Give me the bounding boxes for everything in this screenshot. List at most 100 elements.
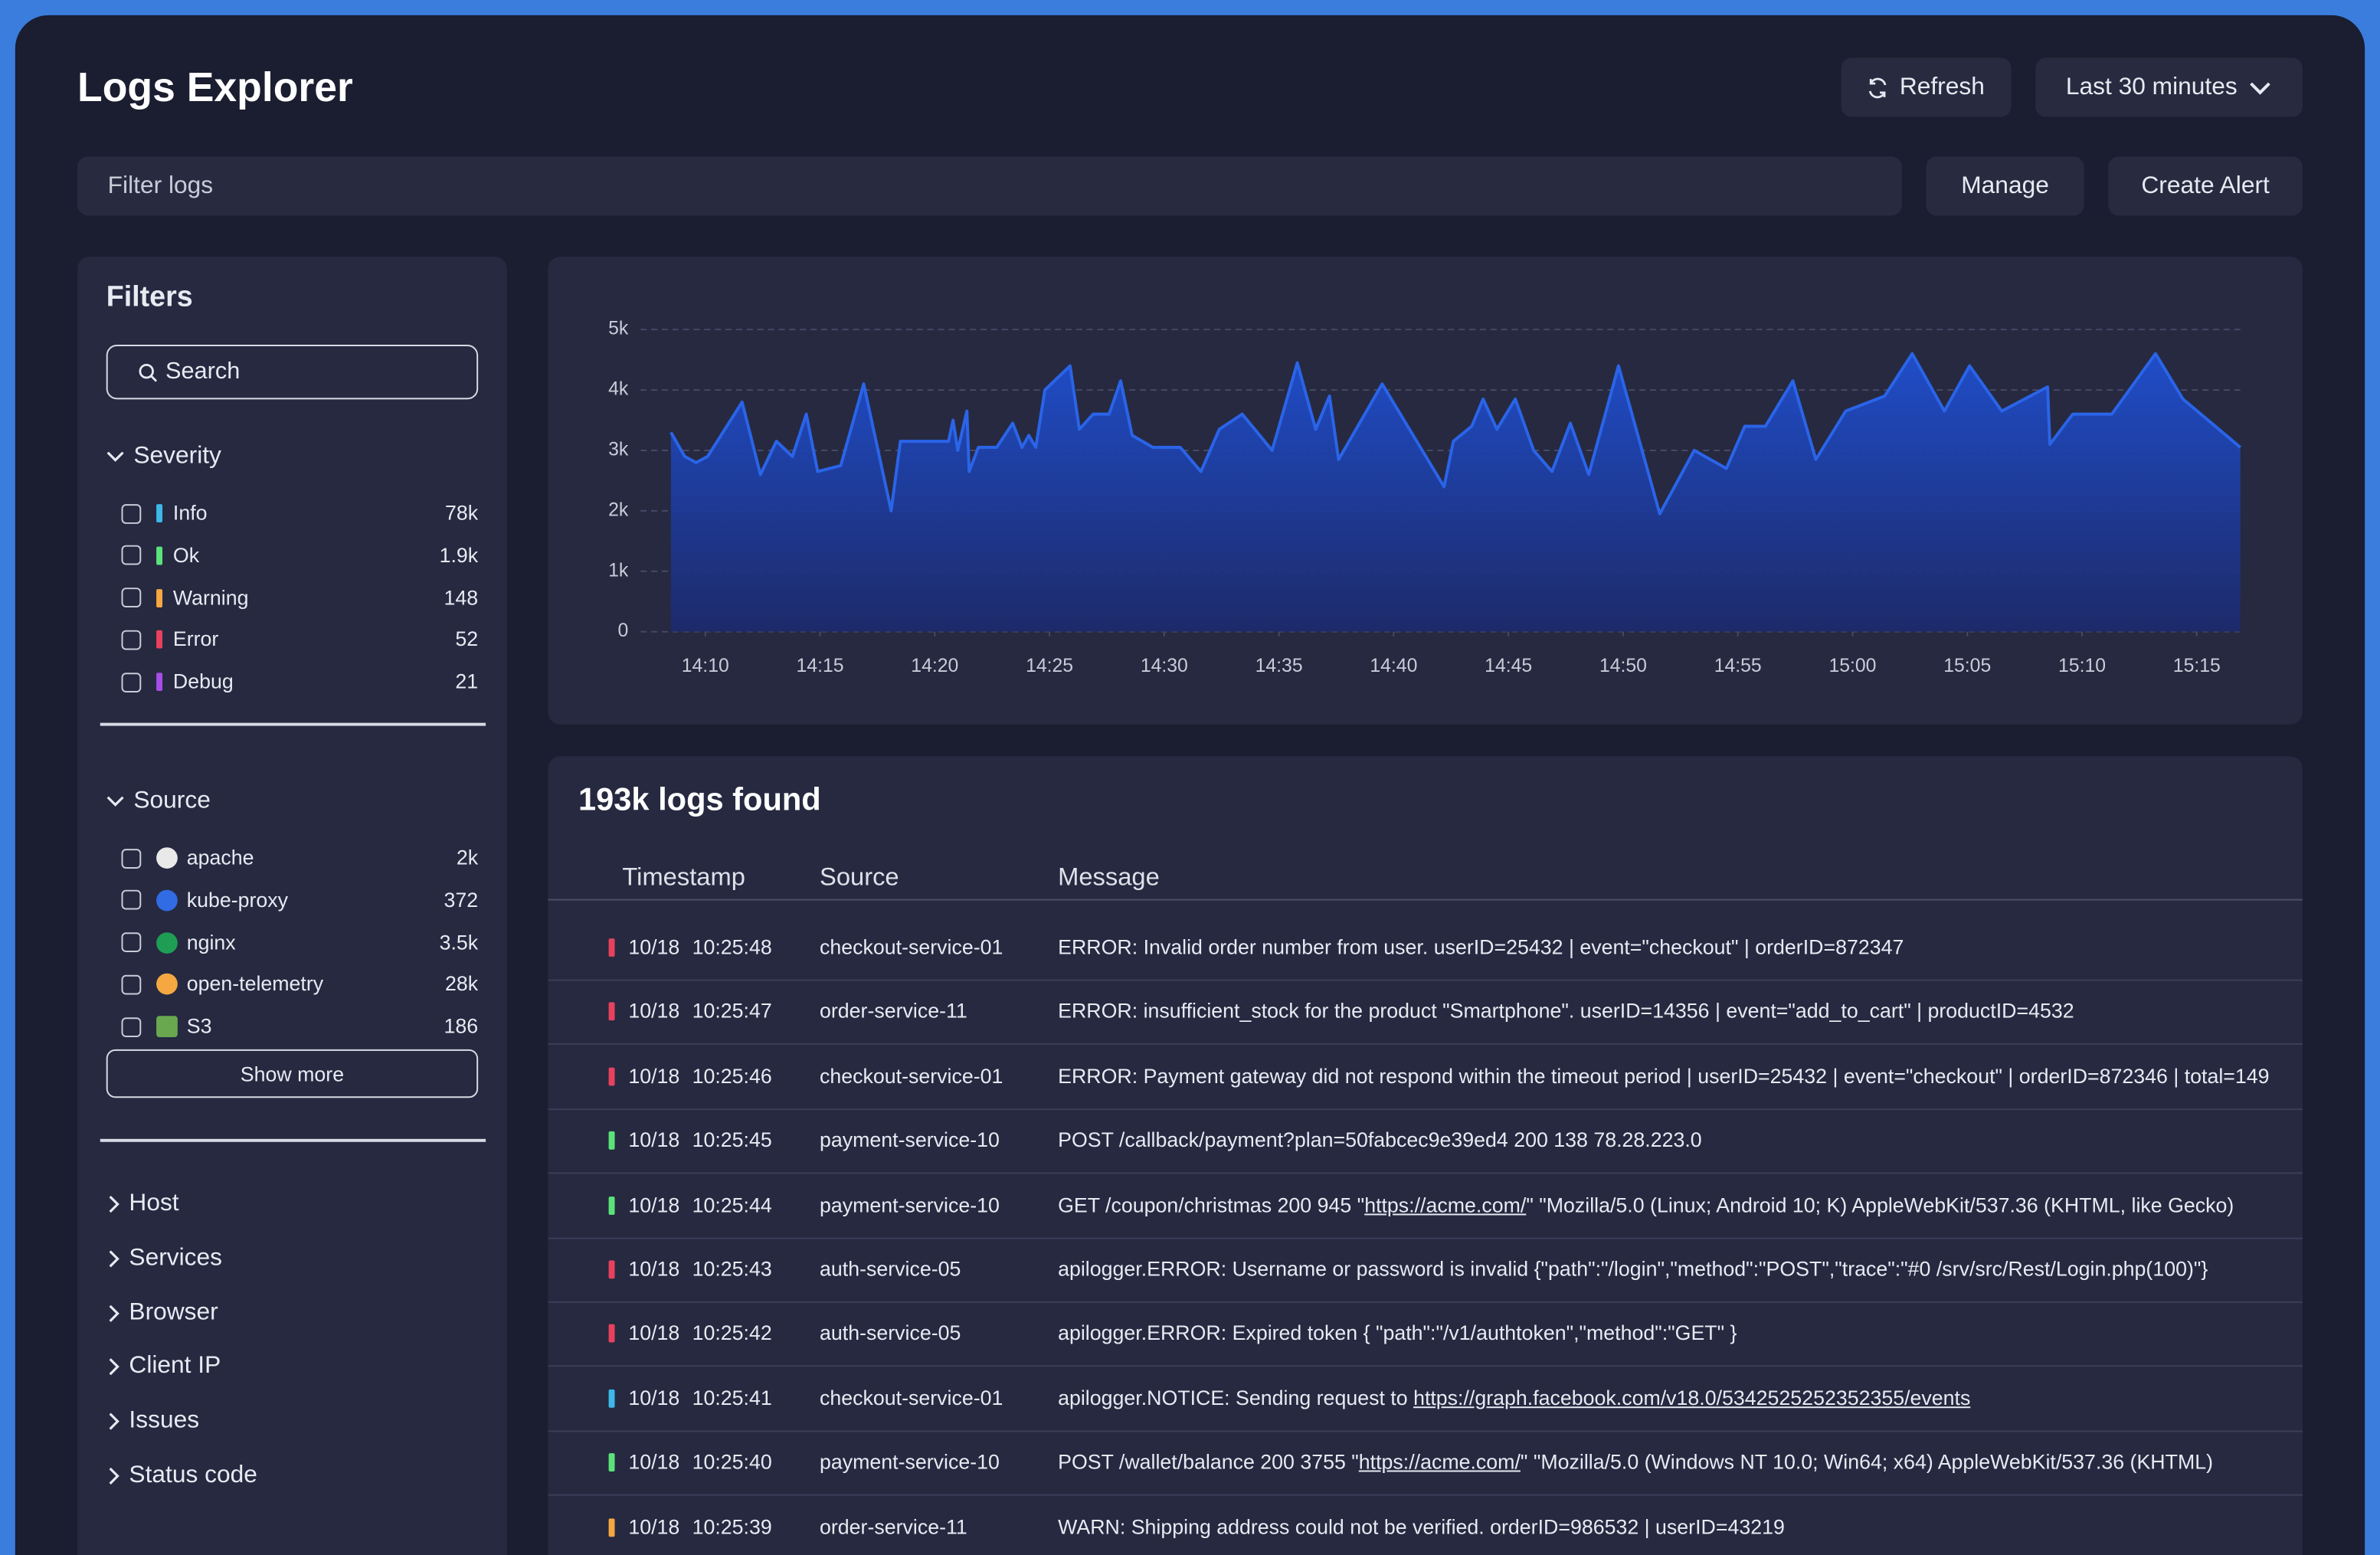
message-text: WARN: Shipping address could not be veri… (1058, 1515, 1785, 1538)
show-more-button[interactable]: Show more (106, 1049, 479, 1098)
search-icon (139, 363, 158, 382)
refresh-button[interactable]: Refresh (1841, 57, 2012, 117)
source-icon (156, 931, 178, 954)
severity-indicator (608, 1517, 615, 1537)
severity-indicator (608, 1131, 615, 1151)
filters-title: Filters (106, 281, 193, 314)
page-title: Logs Explorer (77, 64, 353, 110)
log-row[interactable]: 10/18 10:25:41 checkout-service-01 apilogge… (548, 1367, 2303, 1430)
log-row[interactable]: 10/18 10:25:45 payment-service-10 POST /cal… (548, 1109, 2303, 1173)
row-divider (548, 1236, 2303, 1239)
log-source: payment-service-10 (820, 1193, 1000, 1216)
checkbox[interactable] (121, 588, 142, 608)
x-tick-label: 15:10 (2058, 656, 2106, 676)
severity-color (156, 504, 163, 522)
checkbox[interactable] (121, 503, 142, 523)
row-divider (548, 1494, 2303, 1497)
filter-input[interactable]: Filter logs (77, 156, 1902, 216)
chart: 0 1k 2k 3k 4k 5k 14:10 14:15 14:20 14:25 14:30 14:3… (608, 319, 2241, 676)
filter-placeholder: Filter logs (107, 172, 214, 198)
x-tick-label: 15:15 (2173, 656, 2221, 676)
source-icon (156, 974, 178, 996)
chevron-path (109, 1196, 119, 1213)
item-count: 148 (444, 585, 479, 609)
chevron-down (106, 451, 124, 462)
checkbox[interactable] (121, 545, 142, 566)
column-header: Timestamp (622, 863, 745, 892)
severity-indicator (608, 1067, 615, 1086)
x-tick-label: 14:35 (1255, 656, 1303, 676)
log-time: 10:25:42 (692, 1321, 772, 1345)
chevron-path (109, 1467, 119, 1485)
filter-group[interactable]: Status code (129, 1462, 257, 1488)
filter-group[interactable]: Issues (129, 1408, 200, 1434)
x-tick-label: 14:40 (1370, 656, 1417, 676)
filter-group[interactable]: Browser (129, 1299, 218, 1325)
source-icon (156, 1016, 178, 1038)
message-text: " "Mozilla/5.0 (Linux; Android 10; K) Ap… (1526, 1193, 2234, 1216)
item-name: kube-proxy (186, 888, 289, 912)
log-time: 10:25:43 (692, 1257, 772, 1281)
area-line (669, 352, 2241, 516)
log-date: 10/18 (628, 1257, 680, 1281)
log-row[interactable]: 10/18 10:25:40 payment-service-10 POST /wal… (548, 1431, 2303, 1494)
log-source: checkout-service-01 (820, 1064, 1003, 1088)
y-tick-label: 4k (608, 379, 629, 400)
x-tick-label: 14:30 (1141, 656, 1188, 676)
item-count: 78k (445, 501, 479, 525)
section-title: Severity (133, 443, 221, 470)
log-message: WARN: Shipping address could not be veri… (1058, 1517, 1785, 1537)
log-row[interactable]: 10/18 10:25:42 auth-service-05 apilogger.ER… (548, 1302, 2303, 1366)
severity-color (156, 630, 163, 650)
time-range-button[interactable]: Last 30 minutes (2035, 57, 2303, 117)
message-link: https://graph.facebook.com/v18.0/5342525… (1413, 1386, 1971, 1409)
log-time: 10:25:44 (692, 1193, 772, 1216)
checkbox[interactable] (121, 974, 142, 995)
log-row[interactable]: 10/18 10:25:46 checkout-service-01 ERROR: P… (548, 1045, 2303, 1108)
checkbox[interactable] (121, 932, 142, 953)
log-row[interactable]: 10/18 10:25:47 order-service-11 ERROR: insu… (548, 980, 2303, 1043)
x-tick-label: 15:05 (1943, 656, 1991, 676)
filter-group[interactable]: Client IP (129, 1354, 221, 1380)
checkbox[interactable] (121, 890, 142, 911)
log-date: 10/18 (628, 1386, 680, 1409)
create-alert-button[interactable]: Create Alert (2108, 156, 2303, 216)
item-count: 3.5k (439, 930, 479, 954)
manage-button[interactable]: Manage (1926, 156, 2084, 216)
chevron-right (109, 1249, 119, 1268)
search-box[interactable]: Search (106, 345, 479, 400)
filter-group[interactable]: Services (129, 1245, 223, 1271)
log-source: order-service-11 (820, 1515, 967, 1538)
checkbox[interactable] (121, 630, 142, 650)
log-time: 10:25:39 (692, 1515, 772, 1538)
message-link: https://acme.com/ (1364, 1193, 1527, 1216)
checkbox[interactable] (121, 848, 142, 868)
chevron-right (109, 1304, 119, 1322)
log-date: 10/18 (628, 935, 680, 959)
chevron-path (109, 1413, 119, 1430)
chevron-path (106, 796, 124, 807)
app: Logs Explorer Refresh Last 30 minutes Fi… (15, 15, 2365, 1555)
log-row[interactable]: 10/18 10:25:39 order-service-11 WARN: Shipp… (548, 1495, 2303, 1555)
log-date: 10/18 (628, 1000, 680, 1023)
log-row[interactable]: 10/18 10:25:44 payment-service-10 GET /coup… (548, 1174, 2303, 1237)
log-message: ERROR: Payment gateway did not respond w… (1058, 1066, 2269, 1087)
log-row[interactable]: 10/18 10:25:48 checkout-service-01 ERROR: I… (548, 915, 2303, 979)
item-name: Warning (172, 585, 249, 609)
message-link: https://acme.com/ (1358, 1451, 1521, 1474)
message-text: apilogger.ERROR: Username or password is… (1058, 1257, 2208, 1281)
log-date: 10/18 (628, 1064, 680, 1088)
log-row[interactable]: 10/18 10:25:43 auth-service-05 apilogger.ER… (548, 1238, 2303, 1301)
item-name: apache (186, 846, 254, 869)
log-source: payment-service-10 (820, 1128, 1000, 1152)
x-tick-label: 15:00 (1828, 656, 1876, 676)
checkbox[interactable] (121, 1016, 142, 1037)
refresh-icon (1869, 77, 1887, 98)
filter-group[interactable]: Host (129, 1190, 179, 1216)
item-count: 186 (444, 1015, 479, 1038)
y-tick-label: 2k (608, 499, 629, 520)
log-date: 10/18 (628, 1515, 680, 1538)
checkbox[interactable] (121, 672, 142, 692)
x-tick-label: 14:50 (1599, 656, 1647, 676)
